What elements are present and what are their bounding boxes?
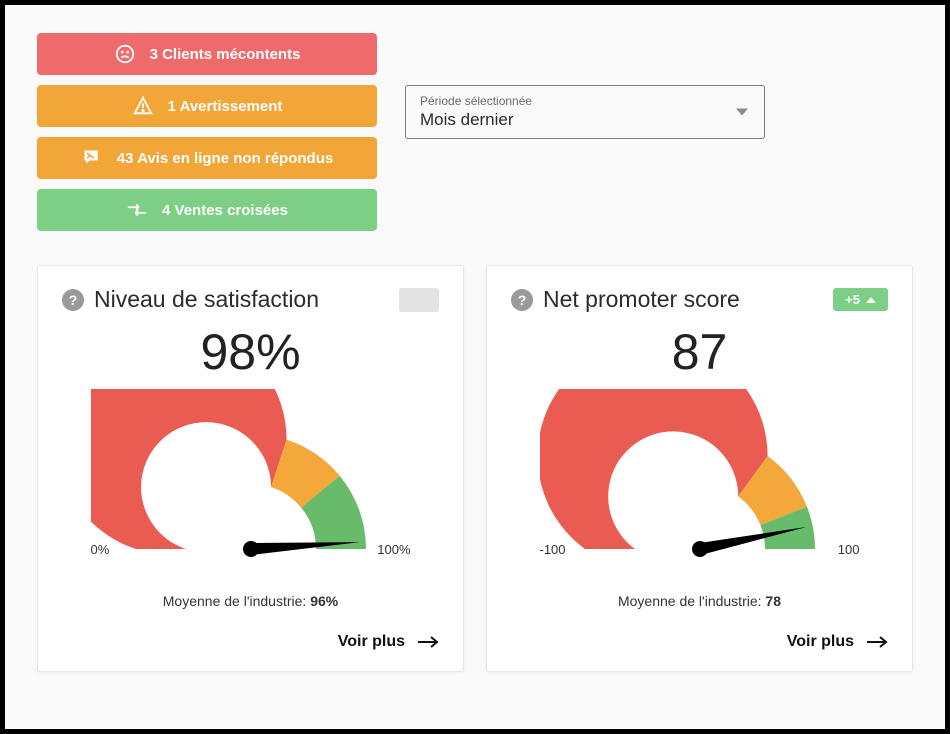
sad-face-icon	[114, 43, 136, 65]
delta-value: +5	[845, 292, 860, 307]
alert-label: 43 Avis en ligne non répondus	[117, 150, 333, 167]
industry-value: 78	[765, 593, 781, 609]
alert-label: 3 Clients mécontents	[150, 46, 301, 63]
see-more-link[interactable]: Voir plus	[787, 633, 888, 651]
card-title: Niveau de satisfaction	[94, 286, 319, 313]
metric-value: 98%	[62, 323, 439, 381]
alert-reviews[interactable]: 43 Avis en ligne non répondus	[37, 137, 377, 179]
see-more-link[interactable]: Voir plus	[338, 633, 439, 651]
card-header: ? Net promoter score +5	[511, 286, 888, 313]
alert-unhappy-clients[interactable]: 3 Clients mécontents	[37, 33, 377, 75]
delta-badge: +5	[833, 288, 888, 311]
cross-sell-icon	[126, 199, 148, 221]
see-more-label: Voir plus	[338, 633, 405, 651]
card-header: ? Niveau de satisfaction	[62, 286, 439, 313]
period-select[interactable]: Période sélectionnée Mois dernier	[405, 85, 765, 139]
help-icon[interactable]: ?	[62, 289, 84, 311]
cards-row: ? Niveau de satisfaction 98% 50% 0% 100%…	[37, 265, 913, 672]
card-footer: Voir plus	[62, 609, 439, 651]
card-footer: Voir plus	[511, 609, 888, 651]
see-more-label: Voir plus	[787, 633, 854, 651]
chevron-down-icon	[736, 109, 748, 116]
alert-warning[interactable]: 1 Avertissement	[37, 85, 377, 127]
industry-average: Moyenne de l'industrie: 78	[511, 593, 888, 609]
alert-label: 4 Ventes croisées	[162, 202, 288, 219]
review-icon	[81, 147, 103, 169]
delta-badge	[399, 288, 439, 312]
period-value: Mois dernier	[420, 110, 750, 130]
industry-value: 96%	[310, 593, 338, 609]
card-nps: ? Net promoter score +5 87 0 -100 100 Mo…	[486, 265, 913, 672]
industry-prefix: Moyenne de l'industrie:	[163, 593, 310, 609]
alert-cross-sell[interactable]: 4 Ventes croisées	[37, 189, 377, 231]
industry-average: Moyenne de l'industrie: 96%	[62, 593, 439, 609]
arrow-right-icon	[866, 635, 888, 649]
card-satisfaction: ? Niveau de satisfaction 98% 50% 0% 100%…	[37, 265, 464, 672]
period-label: Période sélectionnée	[420, 94, 750, 108]
industry-prefix: Moyenne de l'industrie:	[618, 593, 765, 609]
warning-icon	[132, 95, 154, 117]
arrow-right-icon	[417, 635, 439, 649]
alert-label: 1 Avertissement	[168, 98, 283, 115]
caret-up-icon	[866, 297, 876, 303]
help-icon[interactable]: ?	[511, 289, 533, 311]
alert-list: 3 Clients mécontents 1 Avertissement	[37, 33, 377, 231]
metric-value: 87	[511, 323, 888, 381]
dashboard-frame: 3 Clients mécontents 1 Avertissement	[0, 0, 950, 734]
gauge-nps: 0 -100 100	[540, 389, 860, 579]
period-area: Période sélectionnée Mois dernier	[405, 33, 913, 231]
top-row: 3 Clients mécontents 1 Avertissement	[37, 33, 913, 231]
gauge-satisfaction: 50% 0% 100%	[91, 389, 411, 579]
card-title: Net promoter score	[543, 286, 740, 313]
